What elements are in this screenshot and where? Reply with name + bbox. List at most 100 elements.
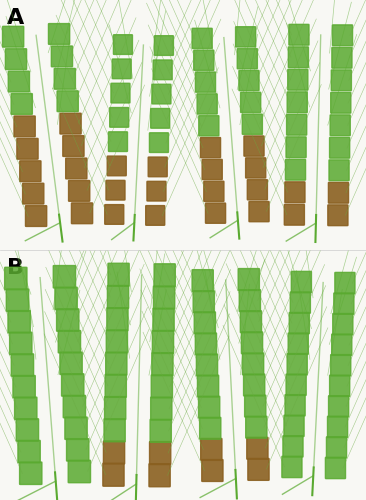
- FancyBboxPatch shape: [154, 36, 173, 56]
- FancyBboxPatch shape: [10, 332, 32, 354]
- FancyBboxPatch shape: [244, 136, 264, 156]
- FancyBboxPatch shape: [151, 397, 172, 420]
- FancyBboxPatch shape: [330, 354, 351, 376]
- FancyBboxPatch shape: [153, 60, 172, 80]
- FancyBboxPatch shape: [152, 352, 173, 376]
- FancyBboxPatch shape: [151, 108, 170, 128]
- FancyBboxPatch shape: [110, 108, 129, 127]
- FancyBboxPatch shape: [247, 438, 268, 459]
- FancyBboxPatch shape: [112, 59, 131, 78]
- FancyBboxPatch shape: [332, 334, 352, 355]
- FancyBboxPatch shape: [242, 332, 263, 354]
- FancyBboxPatch shape: [105, 204, 124, 225]
- FancyBboxPatch shape: [204, 181, 224, 202]
- FancyBboxPatch shape: [201, 138, 221, 158]
- FancyBboxPatch shape: [153, 286, 175, 309]
- FancyBboxPatch shape: [106, 352, 127, 375]
- FancyBboxPatch shape: [8, 310, 30, 333]
- FancyBboxPatch shape: [17, 138, 38, 159]
- FancyBboxPatch shape: [105, 396, 126, 419]
- FancyBboxPatch shape: [285, 182, 305, 203]
- FancyBboxPatch shape: [328, 205, 348, 226]
- FancyBboxPatch shape: [146, 206, 165, 226]
- FancyBboxPatch shape: [58, 330, 81, 353]
- FancyBboxPatch shape: [288, 333, 308, 354]
- FancyBboxPatch shape: [148, 157, 167, 176]
- FancyBboxPatch shape: [18, 440, 40, 463]
- FancyBboxPatch shape: [289, 24, 309, 45]
- FancyBboxPatch shape: [199, 418, 221, 439]
- FancyBboxPatch shape: [325, 458, 346, 478]
- FancyBboxPatch shape: [63, 136, 84, 156]
- FancyBboxPatch shape: [199, 116, 219, 136]
- FancyBboxPatch shape: [284, 204, 305, 225]
- FancyBboxPatch shape: [239, 70, 259, 90]
- FancyBboxPatch shape: [194, 50, 214, 70]
- FancyBboxPatch shape: [61, 374, 84, 396]
- FancyBboxPatch shape: [197, 354, 218, 376]
- FancyBboxPatch shape: [329, 138, 350, 158]
- FancyBboxPatch shape: [240, 92, 261, 112]
- FancyBboxPatch shape: [238, 268, 259, 290]
- FancyBboxPatch shape: [106, 330, 127, 353]
- FancyBboxPatch shape: [71, 203, 93, 224]
- FancyBboxPatch shape: [285, 160, 306, 180]
- FancyBboxPatch shape: [57, 91, 78, 112]
- FancyBboxPatch shape: [3, 26, 24, 47]
- FancyBboxPatch shape: [286, 137, 306, 158]
- FancyBboxPatch shape: [53, 266, 75, 288]
- FancyBboxPatch shape: [103, 463, 124, 486]
- FancyBboxPatch shape: [5, 48, 27, 70]
- FancyBboxPatch shape: [68, 460, 90, 482]
- FancyBboxPatch shape: [285, 394, 305, 416]
- FancyBboxPatch shape: [244, 395, 266, 417]
- FancyBboxPatch shape: [48, 24, 70, 44]
- FancyBboxPatch shape: [20, 462, 42, 484]
- FancyBboxPatch shape: [153, 308, 174, 331]
- FancyBboxPatch shape: [291, 272, 311, 292]
- FancyBboxPatch shape: [11, 94, 32, 114]
- FancyBboxPatch shape: [333, 314, 353, 335]
- FancyBboxPatch shape: [65, 417, 87, 440]
- FancyBboxPatch shape: [16, 418, 38, 441]
- FancyBboxPatch shape: [284, 415, 304, 436]
- FancyBboxPatch shape: [147, 182, 166, 201]
- FancyBboxPatch shape: [332, 48, 352, 68]
- FancyBboxPatch shape: [14, 116, 35, 137]
- FancyBboxPatch shape: [6, 289, 29, 312]
- FancyBboxPatch shape: [236, 26, 256, 47]
- FancyBboxPatch shape: [198, 396, 220, 418]
- FancyBboxPatch shape: [8, 71, 30, 92]
- FancyBboxPatch shape: [246, 158, 266, 178]
- FancyBboxPatch shape: [202, 460, 223, 481]
- FancyBboxPatch shape: [108, 263, 129, 286]
- FancyBboxPatch shape: [20, 161, 41, 182]
- FancyBboxPatch shape: [288, 70, 308, 90]
- FancyBboxPatch shape: [15, 397, 37, 419]
- FancyBboxPatch shape: [57, 309, 79, 332]
- FancyBboxPatch shape: [107, 156, 126, 176]
- FancyBboxPatch shape: [198, 375, 219, 397]
- FancyBboxPatch shape: [197, 94, 217, 114]
- FancyBboxPatch shape: [330, 375, 350, 396]
- FancyBboxPatch shape: [194, 312, 216, 334]
- FancyBboxPatch shape: [55, 287, 77, 310]
- FancyBboxPatch shape: [107, 286, 128, 308]
- Text: A: A: [7, 8, 25, 28]
- FancyBboxPatch shape: [105, 374, 126, 398]
- FancyBboxPatch shape: [151, 375, 172, 398]
- FancyBboxPatch shape: [60, 113, 81, 134]
- FancyBboxPatch shape: [5, 268, 27, 289]
- FancyBboxPatch shape: [286, 374, 306, 396]
- FancyBboxPatch shape: [331, 70, 351, 90]
- FancyBboxPatch shape: [149, 464, 170, 487]
- FancyBboxPatch shape: [332, 25, 352, 46]
- FancyBboxPatch shape: [249, 202, 269, 222]
- FancyBboxPatch shape: [54, 68, 75, 89]
- FancyBboxPatch shape: [150, 420, 171, 442]
- FancyBboxPatch shape: [328, 182, 348, 203]
- FancyBboxPatch shape: [242, 114, 262, 134]
- FancyBboxPatch shape: [237, 48, 257, 69]
- FancyBboxPatch shape: [205, 203, 225, 224]
- FancyBboxPatch shape: [63, 396, 86, 418]
